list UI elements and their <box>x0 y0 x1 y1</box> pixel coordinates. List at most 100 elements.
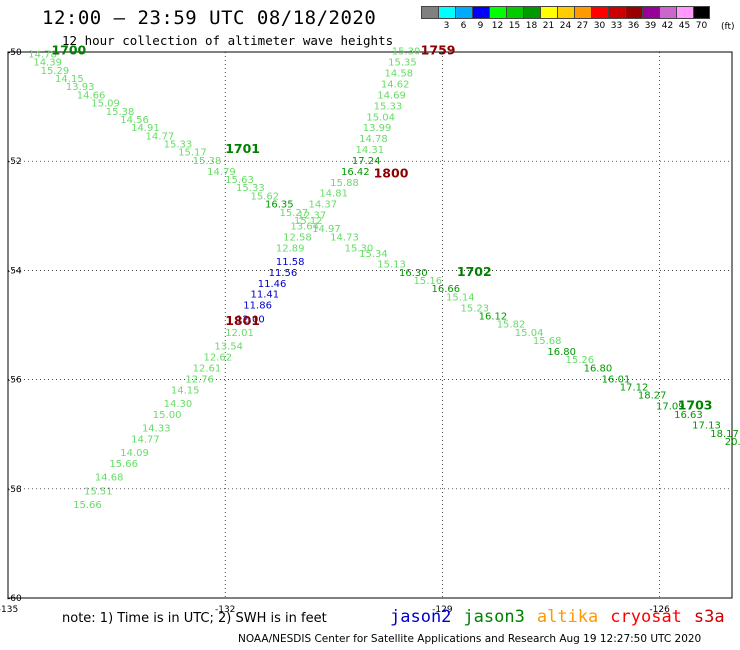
wave-height-label: 16.12 <box>479 312 508 323</box>
x-tick-label: -129 <box>432 605 453 615</box>
wave-height-label: 15.29 <box>41 66 70 77</box>
color-scale-label: 24 <box>559 21 572 31</box>
color-swatch <box>540 6 557 19</box>
wave-height-label: 14.15 <box>171 385 200 396</box>
color-swatch <box>506 6 523 19</box>
legend-item-jason2: jason2 <box>390 607 452 627</box>
wave-height-label: 12.76 <box>185 374 214 385</box>
time-label: 1800 <box>374 166 409 181</box>
page-title: 12:00 – 23:59 UTC 08/18/2020 <box>42 7 377 29</box>
color-swatch <box>557 6 574 19</box>
color-swatch <box>625 6 642 19</box>
wave-height-label: 15.66 <box>109 459 138 470</box>
wave-height-label: 12.89 <box>276 243 305 254</box>
wave-height-label: 14.79 <box>207 167 236 178</box>
wave-height-label: 14.39 <box>33 58 62 69</box>
time-label: 1700 <box>51 43 86 58</box>
wave-height-label: 14.73 <box>330 232 359 243</box>
wave-height-label: 12.01 <box>225 328 254 339</box>
color-scale-label: 30 <box>593 21 606 31</box>
wave-height-label: 17.09 <box>656 402 685 413</box>
color-swatch <box>659 6 676 19</box>
wave-height-label: 15.00 <box>153 410 182 421</box>
wave-height-label: 15.16 <box>413 276 442 287</box>
wave-height-label: 12.61 <box>193 363 222 374</box>
wave-height-label: 15.13 <box>377 260 406 271</box>
wave-height-label: 16.63 <box>674 410 703 421</box>
color-scale-label: 3 <box>443 21 450 31</box>
color-swatch <box>489 6 506 19</box>
wave-height-label: 14.69 <box>377 90 406 101</box>
wave-height-label: 12.00 <box>236 314 265 325</box>
wave-height-label: 16.80 <box>547 347 576 358</box>
wave-height-label: 15.14 <box>446 292 475 303</box>
color-scale-label: 36 <box>627 21 640 31</box>
wave-height-label: 13.64 <box>290 221 319 232</box>
color-scale-label: 27 <box>576 21 589 31</box>
wave-height-label: 15.17 <box>178 148 207 159</box>
x-tick-label: -132 <box>215 605 235 615</box>
wave-height-label: 14.31 <box>356 145 385 156</box>
wave-height-label: 14.78 <box>359 134 388 145</box>
wave-height-label: 18.17 <box>710 429 739 440</box>
wave-height-label: 16.80 <box>584 363 613 374</box>
wave-height-label: 16.35 <box>265 200 294 211</box>
legend-item-jason3: jason3 <box>463 607 525 627</box>
wave-height-label: 12.37 <box>298 211 327 222</box>
color-swatch <box>421 6 438 19</box>
wave-height-label: 15.09 <box>91 99 120 110</box>
wave-height-label: 13.99 <box>363 123 392 134</box>
color-swatch <box>438 6 455 19</box>
wave-height-label: 12.58 <box>283 232 312 243</box>
wave-height-label: 15.88 <box>330 178 359 189</box>
wave-height-label: 20.98 <box>725 437 740 448</box>
wave-height-label: 15.82 <box>497 320 526 331</box>
color-scale-unit: (ft) <box>721 22 735 32</box>
color-scale-label: 70 <box>695 21 708 31</box>
wave-height-label: 14.33 <box>142 423 171 434</box>
y-tick-label: -50 <box>7 48 22 58</box>
y-tick-label: -56 <box>7 376 22 386</box>
color-scale-label: 21 <box>542 21 555 31</box>
wave-height-label: 16.66 <box>432 284 461 295</box>
color-scale-label: 15 <box>508 21 521 31</box>
wave-height-label: 16.30 <box>399 268 428 279</box>
wave-height-label: 15.27 <box>280 208 309 219</box>
color-scale-label: 12 <box>491 21 504 31</box>
wave-height-label: 18.27 <box>638 391 667 402</box>
color-swatch <box>676 6 693 19</box>
wave-height-label: 15.63 <box>225 175 254 186</box>
wave-height-label: 14.15 <box>55 74 84 85</box>
wave-height-label: 13.54 <box>214 342 243 353</box>
color-scale-label: 6 <box>460 21 467 31</box>
color-scale-swatches <box>421 6 710 19</box>
time-label: 1703 <box>678 398 713 413</box>
wave-height-label: 15.33 <box>164 140 193 151</box>
wave-height-label: 15.38 <box>193 156 222 167</box>
wave-height-label: 15.38 <box>106 107 135 118</box>
wave-height-label: 11.46 <box>258 279 287 290</box>
wave-height-label: 14.30 <box>164 399 193 410</box>
wave-height-label: 14.66 <box>77 90 106 101</box>
wave-height-label: 15.33 <box>374 101 403 112</box>
wave-height-label: 15.12 <box>294 216 323 227</box>
y-tick-label: -58 <box>7 485 22 495</box>
wave-height-label: 14.58 <box>384 69 413 80</box>
wave-height-label: 14.09 <box>120 448 149 459</box>
footnote: note: 1) Time is in UTC; 2) SWH is in fe… <box>62 611 327 626</box>
wave-height-label: 11.56 <box>269 268 298 279</box>
page-subtitle: 12 hour collection of altimeter wave hei… <box>62 33 394 48</box>
plot-frame <box>7 51 733 599</box>
color-swatch <box>523 6 540 19</box>
color-swatch <box>455 6 472 19</box>
color-scale-labels: 3 6 9 12 15 18 21 24 27 30 33 36 39 42 45 70 <box>421 21 710 31</box>
legend-item-cryosat: cryosat <box>610 607 682 627</box>
wave-height-label: 17.13 <box>692 421 721 432</box>
color-scale-label: 42 <box>661 21 674 31</box>
wave-height-label: 16.01 <box>602 374 631 385</box>
wave-height-label: 15.62 <box>251 191 280 202</box>
wave-height-label: 15.23 <box>461 303 490 314</box>
wave-height-label: 14.68 <box>95 473 124 484</box>
wave-height-label: 15.04 <box>366 112 395 123</box>
